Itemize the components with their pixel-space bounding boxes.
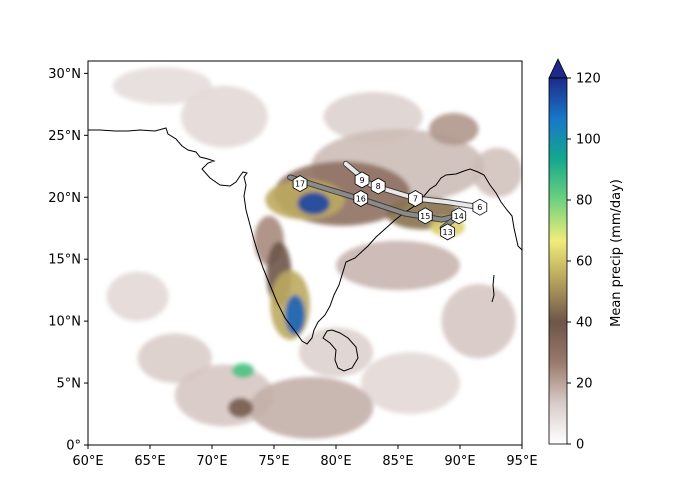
precip-field [106, 67, 522, 439]
x-tick-label: 95°E [506, 454, 537, 469]
coastline [88, 127, 522, 372]
coastline-andaman [491, 274, 495, 303]
precip-blob-23 [285, 295, 305, 335]
precip-blob-8 [441, 283, 516, 359]
colorbar-gradient [549, 78, 567, 444]
colorbar-ticks: 0 20 40 60 80 100 120 [567, 72, 601, 453]
colorbar: 0 20 40 60 80 100 120 Mean precip (mm/day) [548, 58, 624, 453]
y-axis: 0° 5°N 10°N 15°N 20°N 25°N 30°N [48, 67, 88, 454]
precip-blob-4 [323, 91, 423, 142]
y-tick-label: 5°N [57, 377, 82, 392]
track-marker-label-6: 6 [477, 203, 482, 212]
coastline-srilanka [322, 329, 359, 372]
track-marker-9 [354, 171, 370, 189]
track-marker-16 [353, 190, 369, 207]
track-marker-label-8: 8 [376, 182, 381, 191]
colorbar-tick-label: 100 [576, 133, 601, 148]
track-marker-17 [292, 175, 308, 193]
track-marker-label-16: 16 [356, 194, 366, 203]
colorbar-extend-arrow [548, 58, 568, 79]
track-marker-15 [417, 207, 433, 225]
colorbar-tick-label: 80 [576, 194, 593, 209]
y-tick-label: 30°N [48, 67, 81, 82]
precip-blob-3 [360, 352, 460, 415]
y-tick-label: 10°N [48, 315, 81, 330]
map-frame [87, 60, 523, 446]
track-marker-label-13: 13 [443, 228, 453, 237]
precip-blob-24 [297, 192, 330, 215]
coastline-india [88, 127, 522, 345]
colorbar-tick-label: 60 [576, 255, 593, 270]
y-tick-label: 15°N [48, 253, 81, 268]
x-tick-label: 80°E [320, 454, 351, 469]
track-marker-label-14: 14 [454, 212, 464, 221]
precip-blob-2 [181, 85, 268, 148]
y-tick-label: 20°N [48, 191, 81, 206]
x-tick-label: 90°E [444, 454, 475, 469]
precip-blob-6 [137, 333, 212, 384]
track-marker-7 [407, 190, 423, 207]
precip-blob-11 [336, 240, 460, 291]
precip-blob-12 [249, 376, 374, 439]
precip-blob-16 [228, 397, 253, 418]
precip-blob-9 [472, 147, 522, 198]
colorbar-tick-label: 120 [576, 72, 601, 87]
colorbar-tick-label: 40 [576, 316, 593, 331]
y-tick-label: 0° [66, 439, 81, 454]
track-marker-label-17: 17 [295, 180, 305, 189]
colorbar-label: Mean precip (mm/day) [609, 179, 624, 327]
colorbar-tick-label: 20 [576, 377, 593, 392]
x-tick-label: 75°E [258, 454, 289, 469]
track-band-0 [288, 175, 461, 222]
precip-blob-1 [106, 271, 169, 322]
track-marker-label-9: 9 [359, 176, 364, 185]
y-tick-label: 25°N [48, 129, 81, 144]
precip-blob-0 [112, 67, 212, 105]
x-tick-label: 70°E [196, 454, 227, 469]
track-marker-label-7: 7 [413, 194, 418, 203]
x-tick-label: 85°E [382, 454, 413, 469]
track-marker-6 [472, 198, 488, 216]
x-axis: 60°E 65°E 70°E 75°E 80°E 85°E 90°E 95°E [72, 445, 538, 469]
track-marker-14 [451, 207, 467, 225]
colorbar-tick-label: 0 [576, 438, 584, 453]
precip-blob-22 [231, 363, 255, 379]
x-tick-label: 65°E [134, 454, 165, 469]
track-marker-13 [440, 223, 455, 241]
track-marker-8 [370, 177, 386, 195]
track-marker-label-15: 15 [420, 212, 430, 221]
precip-blob-13 [429, 113, 479, 146]
x-tick-label: 60°E [72, 454, 103, 469]
